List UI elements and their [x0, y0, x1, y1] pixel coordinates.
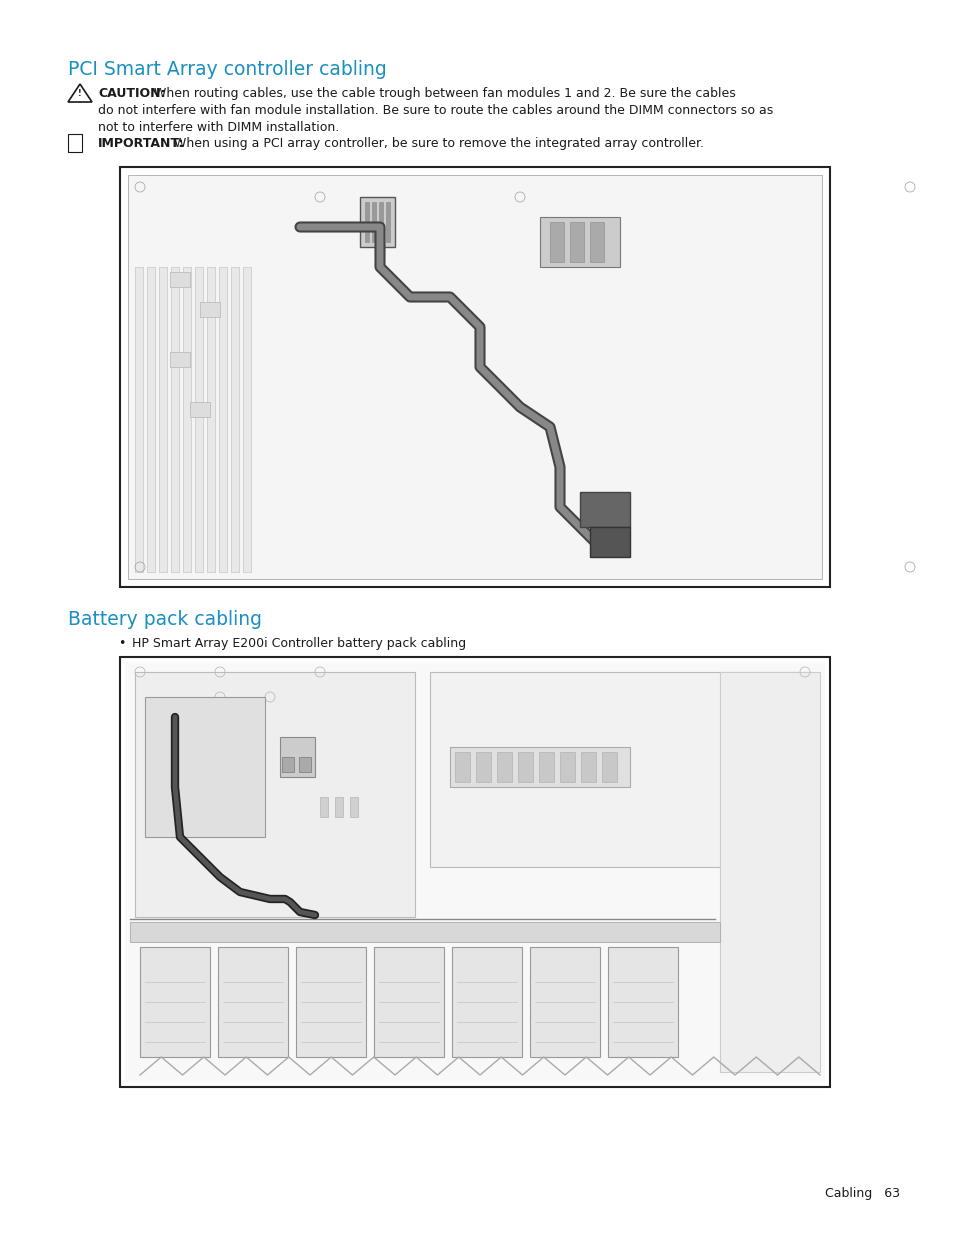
Bar — [171, 267, 179, 572]
Bar — [170, 272, 190, 287]
Bar — [319, 797, 328, 818]
Text: PCI Smart Array controller cabling: PCI Smart Array controller cabling — [68, 61, 386, 79]
Bar — [335, 797, 343, 818]
Bar — [386, 203, 390, 242]
Bar — [68, 135, 82, 152]
Bar — [430, 672, 809, 867]
Text: When routing cables, use the cable trough between fan modules 1 and 2. Be sure t: When routing cables, use the cable troug… — [150, 86, 735, 100]
Bar — [530, 947, 599, 1057]
Text: Cabling   63: Cabling 63 — [824, 1187, 899, 1200]
Text: not to interfere with DIMM installation.: not to interfere with DIMM installation. — [98, 121, 339, 135]
Text: Battery pack cabling: Battery pack cabling — [68, 610, 262, 629]
Bar — [282, 757, 294, 772]
Bar — [145, 697, 265, 837]
Bar — [130, 923, 720, 942]
Bar — [497, 752, 512, 782]
Text: HP Smart Array E200i Controller battery pack cabling: HP Smart Array E200i Controller battery … — [132, 637, 466, 650]
Bar — [580, 752, 596, 782]
Bar — [128, 175, 821, 579]
Text: IMPORTANT:: IMPORTANT: — [98, 137, 184, 149]
Bar — [280, 737, 314, 777]
Bar — [720, 672, 820, 1072]
Bar — [231, 267, 239, 572]
Bar — [120, 167, 829, 587]
Text: do not interfere with fan module installation. Be sure to route the cables aroun: do not interfere with fan module install… — [98, 104, 773, 117]
Bar — [243, 267, 251, 572]
Bar — [219, 267, 227, 572]
Bar — [452, 947, 521, 1057]
Bar — [378, 203, 382, 242]
Bar — [350, 797, 357, 818]
Bar — [135, 672, 415, 918]
Text: !: ! — [78, 89, 82, 98]
Bar — [120, 657, 829, 1087]
Bar — [476, 752, 491, 782]
Bar — [607, 947, 678, 1057]
Bar — [550, 222, 563, 262]
Bar — [450, 747, 629, 787]
Bar — [135, 267, 143, 572]
Bar — [147, 267, 154, 572]
Bar — [569, 222, 583, 262]
Text: •: • — [118, 637, 125, 650]
Bar — [374, 947, 443, 1057]
Bar — [125, 662, 824, 1082]
Bar — [372, 203, 375, 242]
Bar — [365, 203, 369, 242]
Bar — [359, 198, 395, 247]
Bar — [589, 527, 629, 557]
Bar — [539, 217, 619, 267]
Bar — [159, 267, 167, 572]
Bar — [589, 222, 603, 262]
Bar — [190, 403, 210, 417]
Bar — [538, 752, 554, 782]
Bar — [455, 752, 470, 782]
Bar — [517, 752, 533, 782]
Bar — [218, 947, 288, 1057]
Bar — [200, 303, 220, 317]
Bar — [140, 947, 210, 1057]
Bar — [295, 947, 366, 1057]
Polygon shape — [78, 135, 82, 138]
Bar — [579, 492, 629, 527]
Text: +: + — [199, 764, 211, 779]
Text: When using a PCI array controller, be sure to remove the integrated array contro: When using a PCI array controller, be su… — [166, 137, 703, 149]
Bar — [170, 352, 190, 367]
Bar — [298, 757, 311, 772]
Bar — [194, 267, 203, 572]
Bar — [601, 752, 617, 782]
Bar — [207, 267, 214, 572]
Bar — [183, 267, 191, 572]
Text: CAUTION:: CAUTION: — [98, 86, 165, 100]
Bar — [559, 752, 575, 782]
